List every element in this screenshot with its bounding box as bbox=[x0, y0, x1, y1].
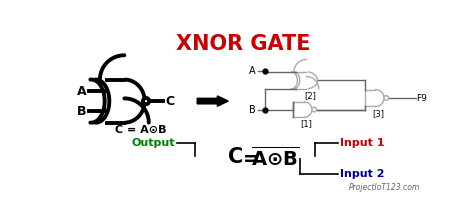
Circle shape bbox=[143, 98, 149, 104]
Text: C: C bbox=[165, 95, 174, 108]
Text: ProjectIoT123.com: ProjectIoT123.com bbox=[349, 183, 420, 192]
Text: B: B bbox=[248, 104, 255, 115]
Text: Input 2: Input 2 bbox=[340, 169, 384, 179]
Text: $\mathbf{\overline{A{\odot}B}}$: $\mathbf{\overline{A{\odot}B}}$ bbox=[251, 145, 300, 169]
Text: F9: F9 bbox=[417, 94, 428, 103]
Text: [1]: [1] bbox=[300, 120, 311, 128]
Text: $\mathbf{=}$: $\mathbf{=}$ bbox=[239, 148, 259, 167]
Text: A: A bbox=[77, 84, 86, 98]
Circle shape bbox=[384, 96, 389, 100]
Text: A: A bbox=[249, 66, 255, 76]
Text: $\mathbf{C}$: $\mathbf{C}$ bbox=[227, 147, 243, 167]
Text: [3]: [3] bbox=[373, 109, 384, 118]
Text: Output: Output bbox=[132, 138, 175, 148]
Polygon shape bbox=[197, 96, 228, 106]
Text: Input 1: Input 1 bbox=[340, 138, 384, 148]
Text: C = A⊙B: C = A⊙B bbox=[115, 125, 166, 135]
Text: [2]: [2] bbox=[304, 91, 316, 100]
Text: B: B bbox=[77, 104, 86, 118]
Text: XNOR GATE: XNOR GATE bbox=[176, 34, 310, 54]
Circle shape bbox=[312, 107, 317, 112]
